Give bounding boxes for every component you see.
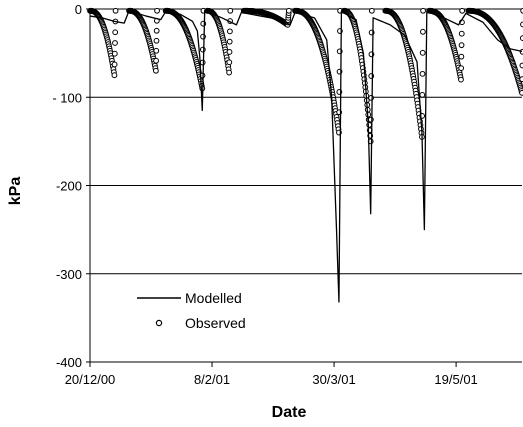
observed-point-499	[366, 122, 373, 128]
observed-point-53	[112, 40, 118, 46]
observed-point-656	[458, 76, 464, 83]
observed-point-197	[199, 46, 206, 53]
observed-point-775	[519, 62, 523, 69]
observed-point-589	[420, 28, 426, 35]
y-tick-label-4: -400	[56, 355, 82, 370]
y-axis: 0 - 100 -200 -300 -400	[52, 2, 91, 370]
x-tick-label-2: 30/3/01	[312, 372, 355, 387]
observed-point-113	[153, 57, 159, 64]
y-tick-label-1: - 100	[52, 90, 82, 105]
legend-modelled-label: Modelled	[185, 290, 242, 306]
observed-point-112	[153, 67, 159, 74]
observed-point-660	[458, 30, 465, 37]
observed-point-773	[519, 89, 523, 96]
gridlines	[90, 8, 522, 275]
legend-observed-label: Observed	[185, 315, 246, 331]
observed-point-247	[226, 59, 233, 66]
x-tick-label-0: 20/12/00	[65, 372, 116, 387]
observed-point-115	[153, 37, 160, 44]
modelled-series	[89, 10, 523, 303]
modelled-line	[89, 10, 523, 303]
y-tick-label-3: -300	[56, 267, 82, 282]
observed-point-54	[112, 29, 119, 36]
observed-point-508	[368, 7, 375, 14]
observed-point-50	[111, 72, 118, 79]
observed-point-51	[111, 61, 118, 68]
x-tick-label-3: 19/5/01	[434, 372, 477, 387]
observed-point-114	[153, 47, 160, 54]
legend-observed-marker	[155, 319, 163, 327]
observed-point-590	[420, 7, 427, 14]
y-tick-label-0: 0	[75, 2, 82, 17]
x-axis-title: Date	[272, 404, 307, 421]
observed-point-586	[419, 92, 426, 98]
observed-point-658	[458, 53, 465, 60]
observed-point-662	[459, 7, 466, 14]
observed-point-249	[226, 38, 233, 45]
observed-point-503	[367, 116, 374, 123]
observed-point-246	[226, 69, 233, 76]
observed-point-196	[199, 59, 206, 66]
observed-point-779	[520, 7, 523, 14]
observed-point-56	[112, 7, 119, 14]
observed-point-252	[227, 7, 234, 14]
observed-point-659	[458, 42, 465, 49]
observed-point-657	[458, 65, 465, 72]
x-axis: 20/12/00 8/2/01 30/3/01 19/5/01	[65, 361, 522, 387]
observed-point-588	[419, 49, 426, 56]
observed-point-118	[154, 7, 160, 14]
observed-point-349	[285, 7, 292, 14]
observed-point-52	[111, 50, 118, 57]
x-tick-label-1: 8/2/01	[194, 372, 230, 387]
observed-point-250	[227, 28, 233, 35]
observed-series	[87, 7, 523, 145]
y-tick-label-2: -200	[56, 179, 82, 194]
observed-point-248	[226, 49, 233, 55]
observed-point-116	[153, 27, 160, 34]
observed-point-587	[419, 70, 426, 77]
y-axis-title: kPa	[7, 177, 24, 206]
observed-point-774	[519, 76, 523, 83]
legend: Modelled Observed	[137, 290, 246, 331]
